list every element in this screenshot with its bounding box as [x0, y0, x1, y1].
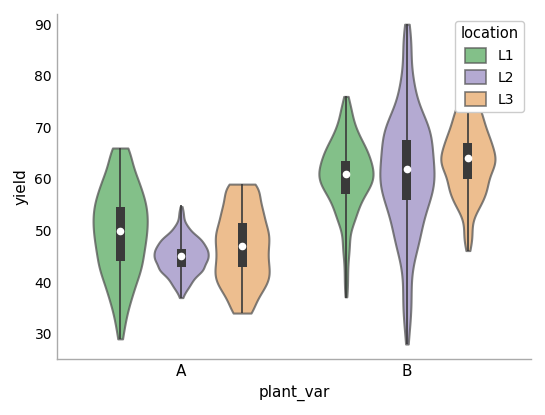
Y-axis label: yield: yield	[14, 168, 29, 205]
Bar	[341, 161, 350, 194]
X-axis label: plant_var: plant_var	[258, 385, 330, 401]
Bar	[463, 143, 473, 179]
Bar	[177, 249, 186, 267]
Bar	[238, 223, 246, 267]
Bar	[402, 140, 411, 200]
Legend: L1, L2, L3: L1, L2, L3	[455, 21, 524, 112]
Bar	[116, 208, 125, 261]
